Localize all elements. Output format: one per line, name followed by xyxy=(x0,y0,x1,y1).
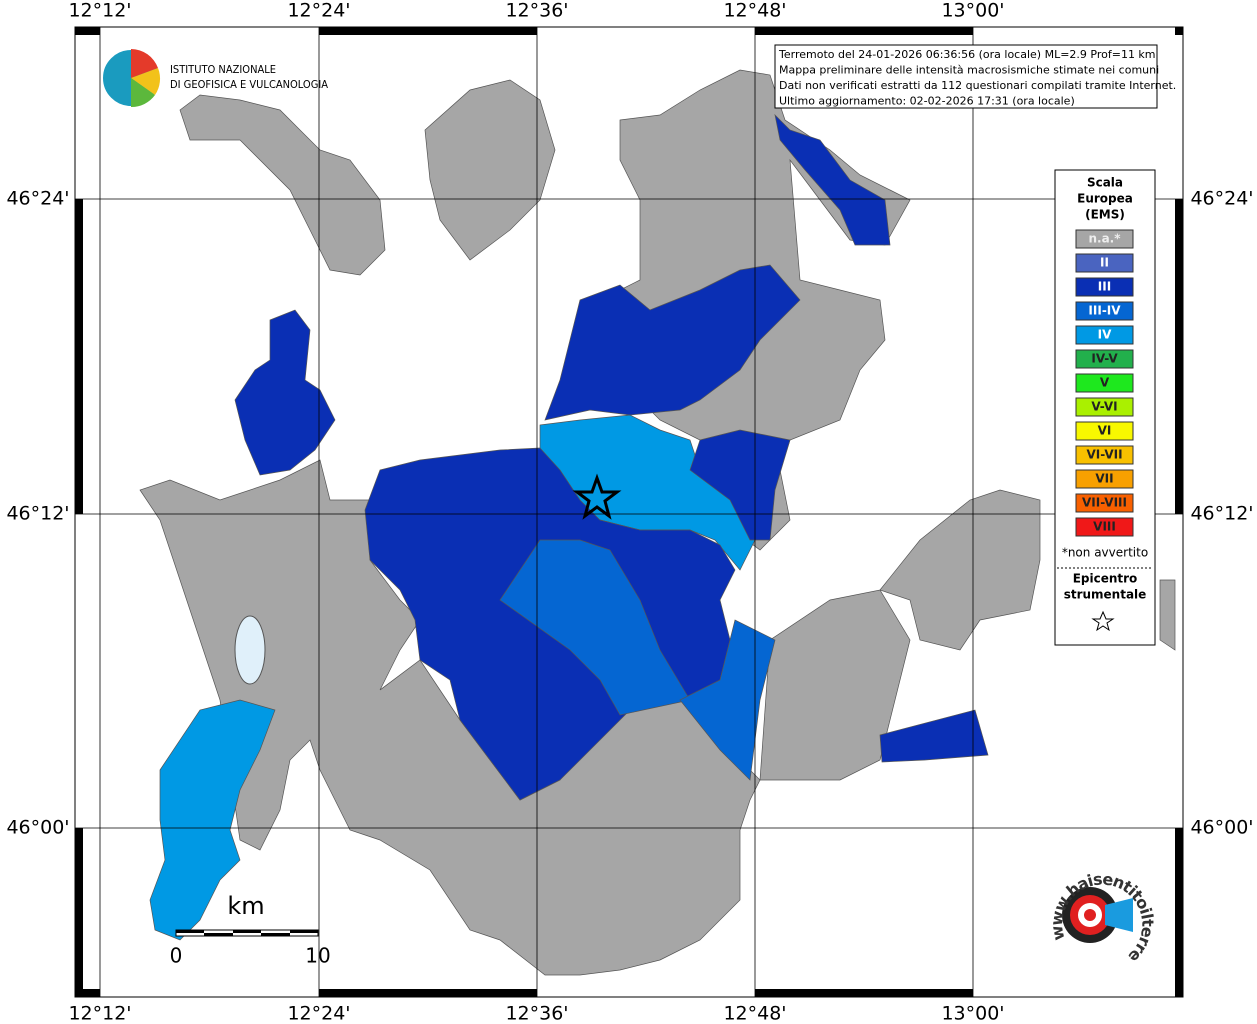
legend-label: III-IV xyxy=(1088,304,1121,318)
lon-label: 12°12' xyxy=(68,1003,131,1024)
area xyxy=(139,459,911,976)
legend-swatch xyxy=(1075,349,1134,369)
legend-label: IV xyxy=(1098,328,1112,342)
legend-label: VII xyxy=(1095,472,1113,486)
legend-epicenter: strumentale xyxy=(1064,588,1147,602)
area xyxy=(689,429,791,541)
legend-title: Europea xyxy=(1077,192,1133,206)
lat-label: 46°24' xyxy=(1190,188,1253,210)
scale-label: 10 xyxy=(305,944,330,968)
legend-swatch xyxy=(1075,325,1134,345)
lat-label: 46°12' xyxy=(6,503,69,525)
info-box xyxy=(774,44,1158,109)
area xyxy=(234,309,336,476)
legend-epicenter: Epicentro xyxy=(1073,572,1138,586)
legend-label: II xyxy=(1100,256,1109,270)
legend-swatch xyxy=(1075,277,1134,297)
legend-label: VI-VII xyxy=(1086,448,1122,462)
area xyxy=(424,79,556,261)
graticule xyxy=(75,27,1183,997)
lat-label: 46°24' xyxy=(6,188,69,210)
legend-swatch xyxy=(1075,373,1134,393)
legend-title: (EMS) xyxy=(1085,208,1125,222)
info-line: Ultimo aggiornamento: 02-02-2026 17:31 (… xyxy=(779,95,1075,108)
legend-label: V xyxy=(1100,376,1110,390)
lat-label: 46°12' xyxy=(1190,503,1253,525)
lon-label: 12°48' xyxy=(723,0,786,22)
frame-bars xyxy=(75,27,1183,997)
scale-bar: km 0 10 xyxy=(170,892,331,968)
info-line: Terremoto del 24-01-2026 06:36:56 (ora l… xyxy=(778,48,1156,61)
legend-label: VIII xyxy=(1093,520,1116,534)
legend-label: n.a.* xyxy=(1088,232,1121,246)
area xyxy=(679,619,776,781)
legend-label: IV-V xyxy=(1091,352,1118,366)
logo-text: DI GEOFISICA E VULCANOLOGIA xyxy=(170,78,328,91)
lat-label: 46°00' xyxy=(1190,817,1253,839)
area xyxy=(879,709,989,763)
legend-swatch xyxy=(1075,445,1134,465)
legend-note: *non avvertito xyxy=(1062,546,1148,560)
legend-label: V-VI xyxy=(1091,400,1117,414)
scale-unit: km xyxy=(227,892,264,920)
legend-swatch xyxy=(1075,421,1134,441)
lon-label: 12°24' xyxy=(287,1003,350,1024)
legend-swatch xyxy=(1075,493,1134,513)
lon-label: 12°12' xyxy=(68,0,131,22)
area xyxy=(544,264,801,421)
area xyxy=(179,94,386,276)
legend-swatch xyxy=(1075,229,1134,249)
legend-star xyxy=(1091,610,1115,632)
epicenter-star xyxy=(572,473,622,520)
legend-swatch xyxy=(1075,397,1134,417)
legend-title: Scala xyxy=(1087,176,1123,190)
area xyxy=(499,539,691,716)
lon-label: 13°00' xyxy=(941,1003,1004,1024)
lake xyxy=(234,615,266,685)
area xyxy=(149,699,276,941)
lon-label: 12°36' xyxy=(505,0,568,22)
info-line: Mappa preliminare delle intensità macros… xyxy=(779,64,1159,77)
legend-label: VI xyxy=(1098,424,1112,438)
legend-swatch xyxy=(1075,253,1134,273)
lat-label: 46°00' xyxy=(6,817,69,839)
lon-label: 13°00' xyxy=(941,0,1004,22)
legend-swatch xyxy=(1075,469,1134,489)
area xyxy=(1159,579,1176,651)
ingv-logo: ISTITUTO NAZIONALE DI GEOFISICA E VULCAN… xyxy=(101,48,328,108)
legend-swatch xyxy=(1075,301,1134,321)
lon-label: 12°36' xyxy=(505,1003,568,1024)
area xyxy=(879,489,1041,651)
area xyxy=(774,113,891,246)
lon-label: 12°24' xyxy=(287,0,350,22)
scale-label: 0 xyxy=(170,944,183,968)
legend-label: VII-VIII xyxy=(1082,496,1127,510)
lon-label: 12°48' xyxy=(723,1003,786,1024)
info-line: Dati non verificati estratti da 112 ques… xyxy=(779,79,1176,92)
legend-swatch xyxy=(1075,517,1134,537)
logo-text: ISTITUTO NAZIONALE xyxy=(170,63,276,76)
legend-label: III xyxy=(1098,280,1111,294)
